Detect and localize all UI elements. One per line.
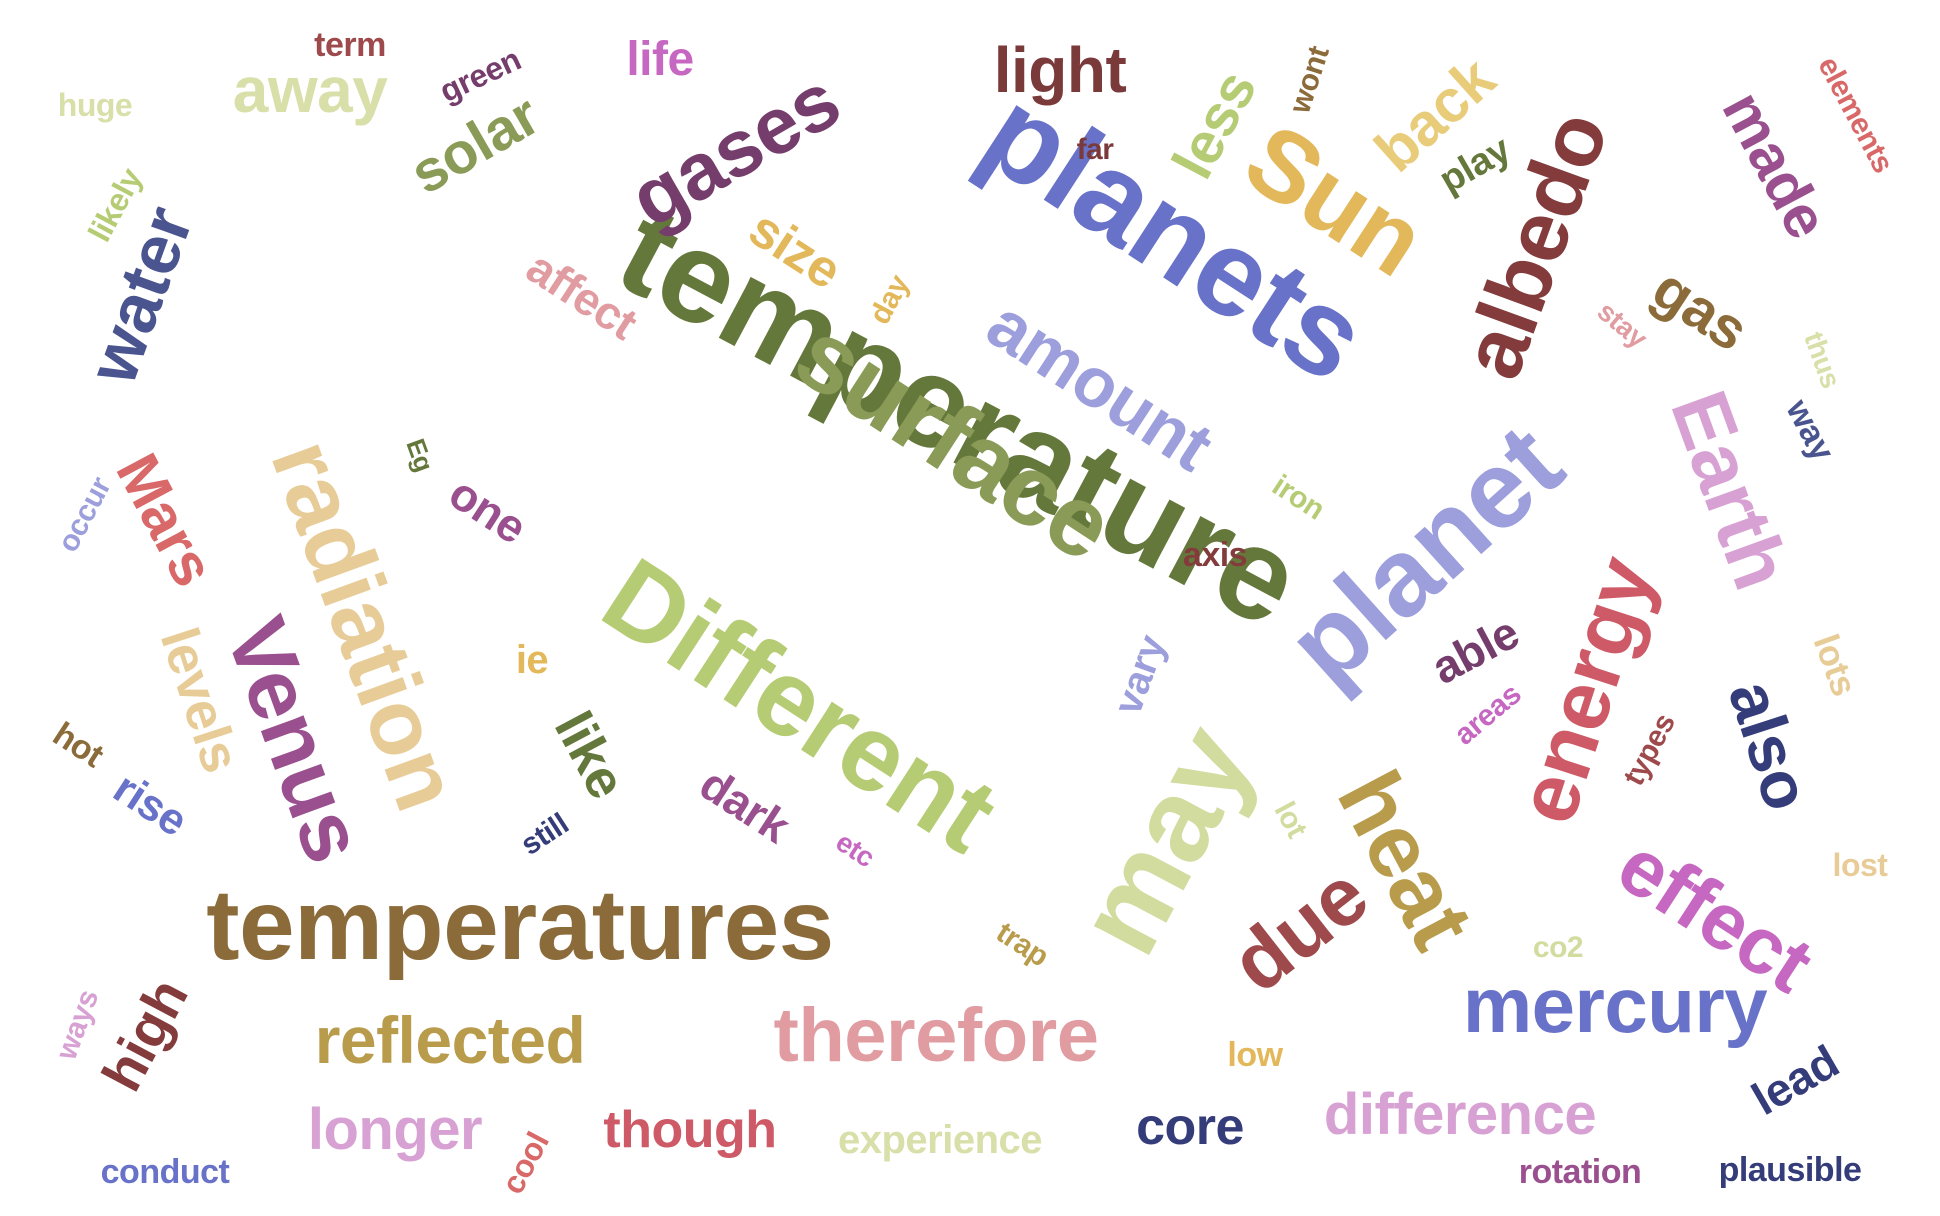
word: lost (1832, 847, 1888, 883)
word: wont (1283, 42, 1336, 118)
word: temperatures (206, 869, 834, 981)
word: ie (515, 638, 549, 682)
word: cool (494, 1126, 556, 1200)
word: experience (837, 1118, 1043, 1162)
word: though (603, 1101, 777, 1159)
word: mercury (1462, 961, 1768, 1049)
word: far (1076, 133, 1114, 166)
word: solar (399, 82, 550, 207)
word: low (1227, 1036, 1283, 1074)
word: core (1136, 1098, 1244, 1156)
word: trap (990, 915, 1055, 974)
word: lots (1805, 628, 1866, 701)
word: reflected (314, 1003, 586, 1077)
word: energy (1498, 545, 1672, 835)
word: still (515, 807, 575, 862)
word: gas (1641, 255, 1760, 364)
word: axis (1182, 536, 1248, 574)
word: Mars (103, 443, 228, 597)
word: lead (1743, 1034, 1847, 1126)
word: etc (830, 825, 881, 874)
word: term (314, 26, 386, 64)
word: life (626, 33, 694, 86)
word: types (1617, 708, 1682, 792)
word: conduct (100, 1153, 230, 1191)
word: ways (49, 985, 106, 1065)
word: areas (1447, 677, 1528, 752)
word: made (1709, 80, 1842, 249)
word: planet (1264, 401, 1586, 708)
word: hot (46, 715, 110, 775)
word: dark (690, 757, 800, 853)
word: rise (104, 763, 196, 846)
word: like (542, 702, 638, 808)
word: Eg (400, 434, 440, 476)
word: one (440, 466, 536, 554)
word: lot (1267, 796, 1314, 844)
word: also (1714, 671, 1826, 819)
word: high (89, 968, 200, 1101)
word: co2 (1532, 931, 1584, 964)
word: elements (1811, 51, 1900, 179)
word: rotation (1518, 1153, 1642, 1191)
word: thus (1798, 327, 1847, 392)
word: Different (583, 534, 1018, 876)
word: occur (51, 472, 118, 558)
word: away (232, 54, 388, 126)
word: difference (1323, 1082, 1597, 1147)
word: huge (57, 87, 133, 123)
word: longer (307, 1097, 483, 1162)
word: light (993, 34, 1127, 106)
word: way (1778, 393, 1842, 467)
word: therefore (773, 993, 1099, 1078)
word: plausible (1718, 1151, 1862, 1189)
